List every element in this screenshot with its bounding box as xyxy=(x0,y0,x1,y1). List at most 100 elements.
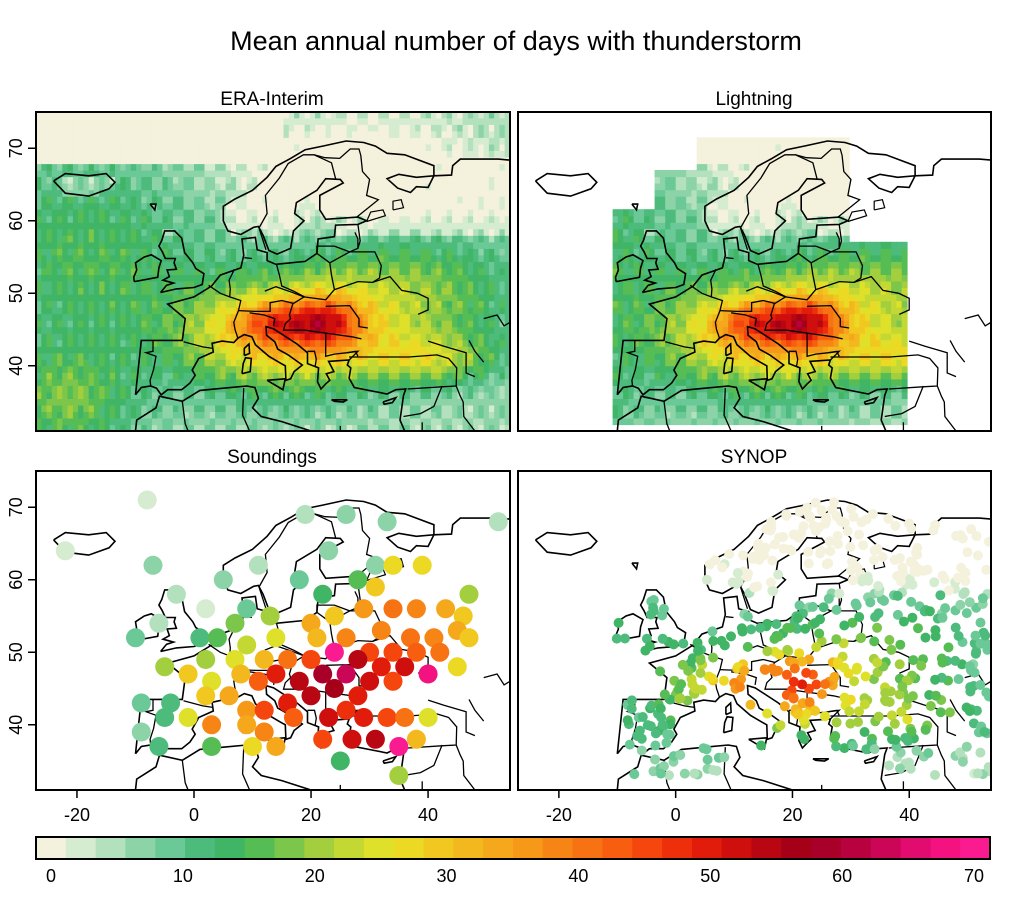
grid-cell xyxy=(273,267,279,275)
grid-cell xyxy=(220,418,227,426)
grid-cell xyxy=(473,117,479,125)
grid-cell xyxy=(246,241,253,249)
grid-cell xyxy=(628,228,635,236)
grid-cell xyxy=(36,222,42,230)
grid-cell xyxy=(499,261,506,269)
grid-cell xyxy=(446,424,453,431)
grid-cell xyxy=(209,424,216,431)
grid-cell xyxy=(36,241,42,249)
grid-cell xyxy=(309,117,316,125)
grid-cell xyxy=(436,365,443,373)
grid-cell xyxy=(146,261,153,269)
grid-cell xyxy=(675,222,682,230)
grid-cell xyxy=(644,313,650,321)
grid-cell xyxy=(325,424,332,431)
grid-cell xyxy=(309,339,316,347)
grid-cell xyxy=(257,196,264,204)
grid-cell xyxy=(230,307,237,315)
grid-cell xyxy=(151,189,158,197)
grid-cell xyxy=(209,320,216,328)
grid-cell xyxy=(446,274,453,282)
grid-cell xyxy=(638,274,645,282)
grid-cell xyxy=(236,254,242,262)
grid-cell xyxy=(178,130,185,138)
grid-cell xyxy=(399,222,406,230)
grid-cell xyxy=(273,248,279,256)
grid-cell xyxy=(330,241,337,249)
grid-cell xyxy=(504,202,510,210)
grid-cell xyxy=(62,163,69,171)
grid-cell xyxy=(404,398,411,406)
grid-cell xyxy=(146,163,153,171)
grid-cell xyxy=(473,274,479,282)
grid-cell xyxy=(670,196,677,204)
grid-cell xyxy=(162,241,169,249)
grid-cell xyxy=(136,320,142,328)
grid-cell xyxy=(383,189,390,197)
grid-cell xyxy=(409,228,416,236)
grid-cell xyxy=(167,209,174,217)
grid-cell xyxy=(157,170,163,178)
grid-cell xyxy=(473,150,479,158)
grid-cell xyxy=(51,274,58,282)
grid-cell xyxy=(225,176,232,184)
grid-cell xyxy=(352,124,358,132)
grid-cell xyxy=(125,280,132,288)
grid-cell xyxy=(67,202,74,210)
grid-cell xyxy=(251,326,258,334)
grid-cell xyxy=(136,117,142,125)
grid-cell xyxy=(357,261,364,269)
grid-cell xyxy=(341,215,348,223)
grid-cell xyxy=(675,235,682,243)
grid-cell xyxy=(67,372,74,380)
grid-cell xyxy=(352,294,358,302)
grid-cell xyxy=(399,130,406,138)
grid-cell xyxy=(462,196,469,204)
grid-cell xyxy=(241,280,248,288)
grid-cell xyxy=(457,424,464,431)
grid-cell xyxy=(330,248,337,256)
grid-cell xyxy=(341,235,348,243)
grid-cell xyxy=(288,209,295,217)
grid-cell xyxy=(104,326,111,334)
grid-cell xyxy=(88,339,95,347)
grid-cell xyxy=(452,150,458,158)
grid-cell xyxy=(330,222,337,230)
grid-cell xyxy=(325,339,332,347)
grid-cell xyxy=(320,352,327,360)
grid-cell xyxy=(367,352,374,360)
grid-cell xyxy=(78,294,84,302)
grid-cell xyxy=(665,398,672,406)
grid-cell xyxy=(617,300,624,308)
grid-cell xyxy=(183,183,190,191)
grid-cell xyxy=(41,404,48,412)
grid-cell xyxy=(83,241,90,249)
grid-cell xyxy=(399,124,406,132)
grid-cell xyxy=(162,130,169,138)
grid-cell xyxy=(378,163,385,171)
grid-cell xyxy=(404,254,411,262)
grid-cell xyxy=(659,385,666,393)
grid-cell xyxy=(141,248,148,256)
grid-cell xyxy=(341,209,348,217)
grid-cell xyxy=(309,150,316,158)
grid-cell xyxy=(341,385,348,393)
grid-cell xyxy=(452,404,458,412)
grid-cell xyxy=(612,372,619,380)
grid-cell xyxy=(183,411,190,419)
grid-cell xyxy=(162,117,169,125)
grid-cell xyxy=(425,378,432,386)
grid-cell xyxy=(194,313,200,321)
grid-cell xyxy=(157,215,163,223)
grid-cell xyxy=(157,235,163,243)
grid-cell xyxy=(330,352,337,360)
grid-cell xyxy=(665,248,672,256)
grid-cell xyxy=(67,117,74,125)
grid-cell xyxy=(325,112,332,119)
grid-cell xyxy=(93,261,100,269)
grid-cell xyxy=(383,294,390,302)
grid-cell xyxy=(146,418,153,426)
grid-cell xyxy=(267,398,274,406)
grid-cell xyxy=(93,280,100,288)
grid-cell xyxy=(341,124,348,132)
